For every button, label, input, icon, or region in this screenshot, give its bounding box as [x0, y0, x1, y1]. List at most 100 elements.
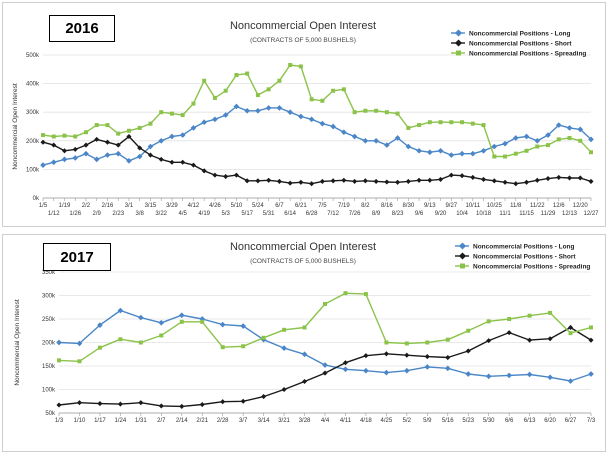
y-tick-label: 300k — [26, 110, 40, 116]
data-point-short — [506, 330, 512, 336]
data-point-short — [244, 178, 250, 184]
data-point-short — [352, 178, 358, 184]
data-point-spreading — [277, 78, 282, 83]
data-point-long — [523, 133, 530, 140]
data-point-spreading — [159, 333, 164, 338]
data-point-long — [444, 365, 451, 372]
data-point-long — [502, 140, 508, 147]
data-point-long — [526, 371, 533, 378]
data-point-long — [158, 137, 165, 144]
y-tick-label: 500k — [26, 53, 40, 59]
y-tick-label: 0k — [33, 196, 40, 202]
data-point-long — [506, 372, 512, 379]
x-tick-label: 7/3 — [587, 418, 596, 424]
y-tick-label: 400k — [26, 82, 40, 88]
data-point-long — [416, 147, 422, 154]
x-tick-label: 7/19 — [338, 203, 350, 209]
data-point-short — [255, 178, 261, 184]
data-point-short — [588, 178, 594, 184]
x-tick-label: 10/4 — [456, 211, 468, 217]
x-tick-label: 3/14 — [258, 418, 270, 424]
data-point-short — [545, 176, 551, 182]
data-point-long — [566, 125, 573, 131]
x-tick-label: 3/29 — [166, 203, 178, 209]
data-point-spreading — [449, 120, 454, 125]
x-tick-label: 10/25 — [487, 203, 503, 209]
data-point-long — [555, 122, 562, 128]
data-point-long — [287, 109, 293, 116]
data-point-long — [190, 125, 197, 131]
data-point-spreading — [212, 95, 217, 100]
x-tick-label: 12/20 — [573, 203, 589, 209]
data-point-short — [330, 178, 336, 184]
data-point-short — [416, 177, 422, 183]
data-point-short — [481, 176, 487, 182]
legend-marker — [458, 242, 467, 250]
x-tick-label: 5/2 — [403, 418, 412, 424]
data-point-spreading — [179, 319, 184, 324]
data-point-short — [459, 173, 465, 179]
data-point-spreading — [169, 111, 174, 116]
chart-subtitle: (CONTRACTS OF 5,000 BUSHELS) — [250, 258, 356, 265]
data-point-long — [404, 367, 410, 374]
legend-marker — [458, 252, 467, 260]
data-point-short — [104, 139, 111, 145]
x-tick-label: 2/23 — [112, 211, 124, 217]
data-point-spreading — [62, 133, 67, 138]
data-point-spreading — [298, 64, 303, 69]
data-point-short — [322, 370, 328, 376]
data-point-short — [448, 172, 454, 178]
data-point-long — [363, 367, 369, 374]
data-point-short — [201, 168, 207, 174]
x-tick-label: 10/11 — [466, 203, 481, 209]
y-tick-label: 350k — [42, 270, 56, 276]
data-point-spreading — [384, 110, 389, 115]
data-point-short — [301, 378, 308, 385]
data-point-long — [219, 321, 226, 328]
data-point-short — [566, 175, 573, 181]
data-point-short — [341, 177, 347, 183]
data-point-long — [147, 143, 154, 150]
data-point-spreading — [116, 131, 121, 136]
x-tick-label: 1/24 — [115, 418, 127, 424]
data-point-long — [437, 147, 444, 154]
data-point-short — [180, 159, 186, 165]
data-point-long — [83, 150, 89, 157]
x-tick-label: 8/30 — [402, 203, 414, 209]
data-point-short — [56, 402, 62, 408]
data-point-spreading — [395, 111, 400, 116]
data-point-short — [404, 352, 410, 358]
data-point-short — [117, 401, 123, 407]
data-point-long — [383, 369, 390, 376]
data-point-short — [83, 142, 89, 148]
data-point-short — [212, 172, 218, 178]
y-tick-label: 50k — [45, 411, 56, 417]
data-point-short — [94, 136, 100, 142]
y-tick-label: 250k — [42, 317, 56, 323]
x-tick-label: 8/23 — [392, 211, 404, 217]
data-point-short — [309, 181, 315, 187]
data-point-short — [438, 176, 444, 182]
data-point-spreading — [202, 78, 207, 83]
data-point-short — [470, 174, 476, 180]
x-tick-label: 5/3 — [221, 211, 230, 217]
x-tick-label: 6/21 — [295, 203, 307, 209]
data-point-short — [513, 181, 519, 187]
data-point-spreading — [159, 110, 164, 115]
x-tick-label: 7/12 — [327, 211, 339, 217]
data-point-short — [395, 179, 401, 185]
data-point-long — [178, 312, 185, 319]
data-point-spreading — [374, 108, 379, 113]
data-point-short — [373, 178, 379, 184]
data-point-spreading — [73, 134, 78, 139]
data-point-short — [362, 178, 368, 184]
data-point-spreading — [51, 134, 56, 139]
legend-label: Noncommercial Positions - Short — [469, 40, 572, 47]
x-tick-label: 4/12 — [188, 203, 200, 209]
data-point-long — [179, 132, 186, 138]
x-tick-label: 2/28 — [217, 418, 229, 424]
data-point-short — [126, 133, 132, 140]
data-point-long — [233, 103, 240, 110]
legend-marker — [456, 50, 461, 56]
data-point-long — [588, 371, 594, 377]
